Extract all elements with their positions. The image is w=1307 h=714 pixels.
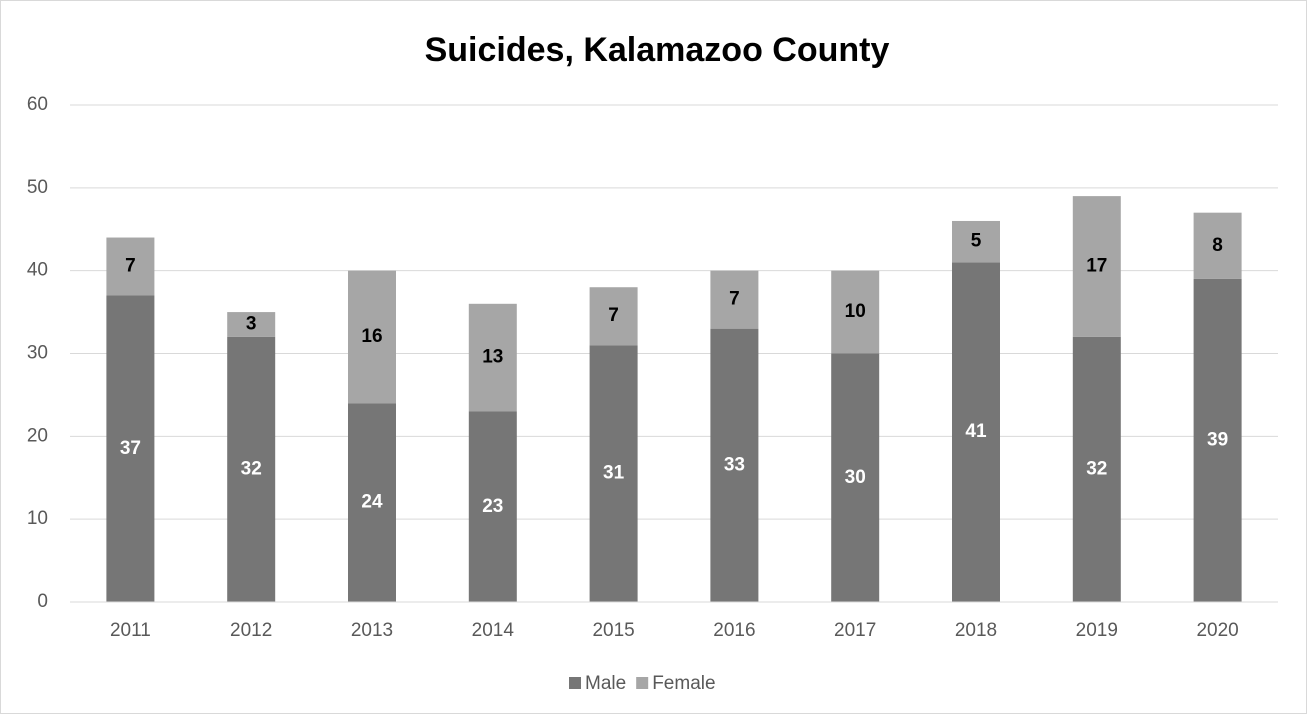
data-label: 39: [1207, 429, 1228, 450]
bar-segment: [468, 303, 517, 412]
bar-segment: [1072, 196, 1121, 337]
legend-label: Female: [652, 673, 715, 694]
x-tick-label: 2011: [110, 620, 151, 641]
bar-segment: [227, 336, 276, 602]
x-tick-label: 2019: [1076, 620, 1118, 641]
x-tick-label: 2015: [592, 620, 634, 641]
data-label: 10: [845, 301, 866, 322]
data-label: 37: [120, 438, 141, 459]
legend-swatch: [569, 677, 581, 689]
y-tick-label: 30: [27, 343, 48, 364]
bar-segment: [468, 411, 517, 602]
bar-segment: [952, 220, 1000, 263]
y-tick-label: 10: [27, 508, 48, 529]
chart-title: Suicides, Kalamazoo County: [425, 31, 890, 69]
data-label: 30: [845, 467, 866, 488]
bar-segment: [106, 295, 155, 602]
x-tick-label: 2017: [834, 620, 876, 641]
y-tick-label: 40: [27, 260, 48, 281]
legend-label: Male: [585, 673, 626, 694]
x-tick-label: 2014: [472, 620, 515, 641]
bar-segment: [831, 353, 880, 602]
bar-segment: [589, 287, 638, 346]
bar-segment: [710, 328, 759, 602]
bar-segment: [227, 312, 276, 337]
x-tick-label: 2013: [351, 620, 393, 641]
x-tick-label: 2018: [955, 620, 997, 641]
legend-swatch: [636, 677, 649, 689]
data-label: 3: [246, 314, 257, 335]
bar-segment: [710, 270, 759, 329]
data-label: 7: [729, 289, 740, 310]
data-label: 24: [361, 492, 383, 513]
data-label: 23: [482, 496, 503, 517]
data-label: 33: [724, 454, 745, 475]
bar-segment: [348, 403, 396, 602]
data-label: 32: [1086, 458, 1107, 479]
data-label: 16: [361, 326, 382, 347]
bar-segment: [1193, 278, 1242, 602]
y-tick-label: 50: [27, 177, 48, 198]
data-label: 31: [603, 463, 625, 484]
bar-segment: [831, 270, 880, 354]
data-label: 13: [482, 347, 503, 368]
x-tick-label: 2012: [230, 620, 272, 641]
x-tick-label: 2020: [1196, 620, 1238, 641]
data-label: 8: [1212, 235, 1223, 256]
data-label: 7: [125, 256, 136, 277]
bar-segment: [106, 237, 155, 296]
bar-segment: [1072, 336, 1121, 602]
y-tick-label: 60: [27, 94, 48, 115]
data-label: 17: [1086, 256, 1107, 277]
data-label: 41: [965, 421, 987, 442]
bar-segment: [589, 345, 638, 602]
bar-segment: [348, 270, 396, 404]
y-tick-label: 0: [37, 591, 48, 612]
bar-segment: [952, 262, 1000, 602]
data-label: 7: [608, 305, 619, 326]
bar-segment: [1193, 212, 1242, 279]
data-label: 5: [971, 231, 982, 252]
data-label: 32: [241, 458, 262, 479]
x-tick-label: 2016: [713, 620, 755, 641]
y-tick-label: 20: [27, 425, 48, 446]
